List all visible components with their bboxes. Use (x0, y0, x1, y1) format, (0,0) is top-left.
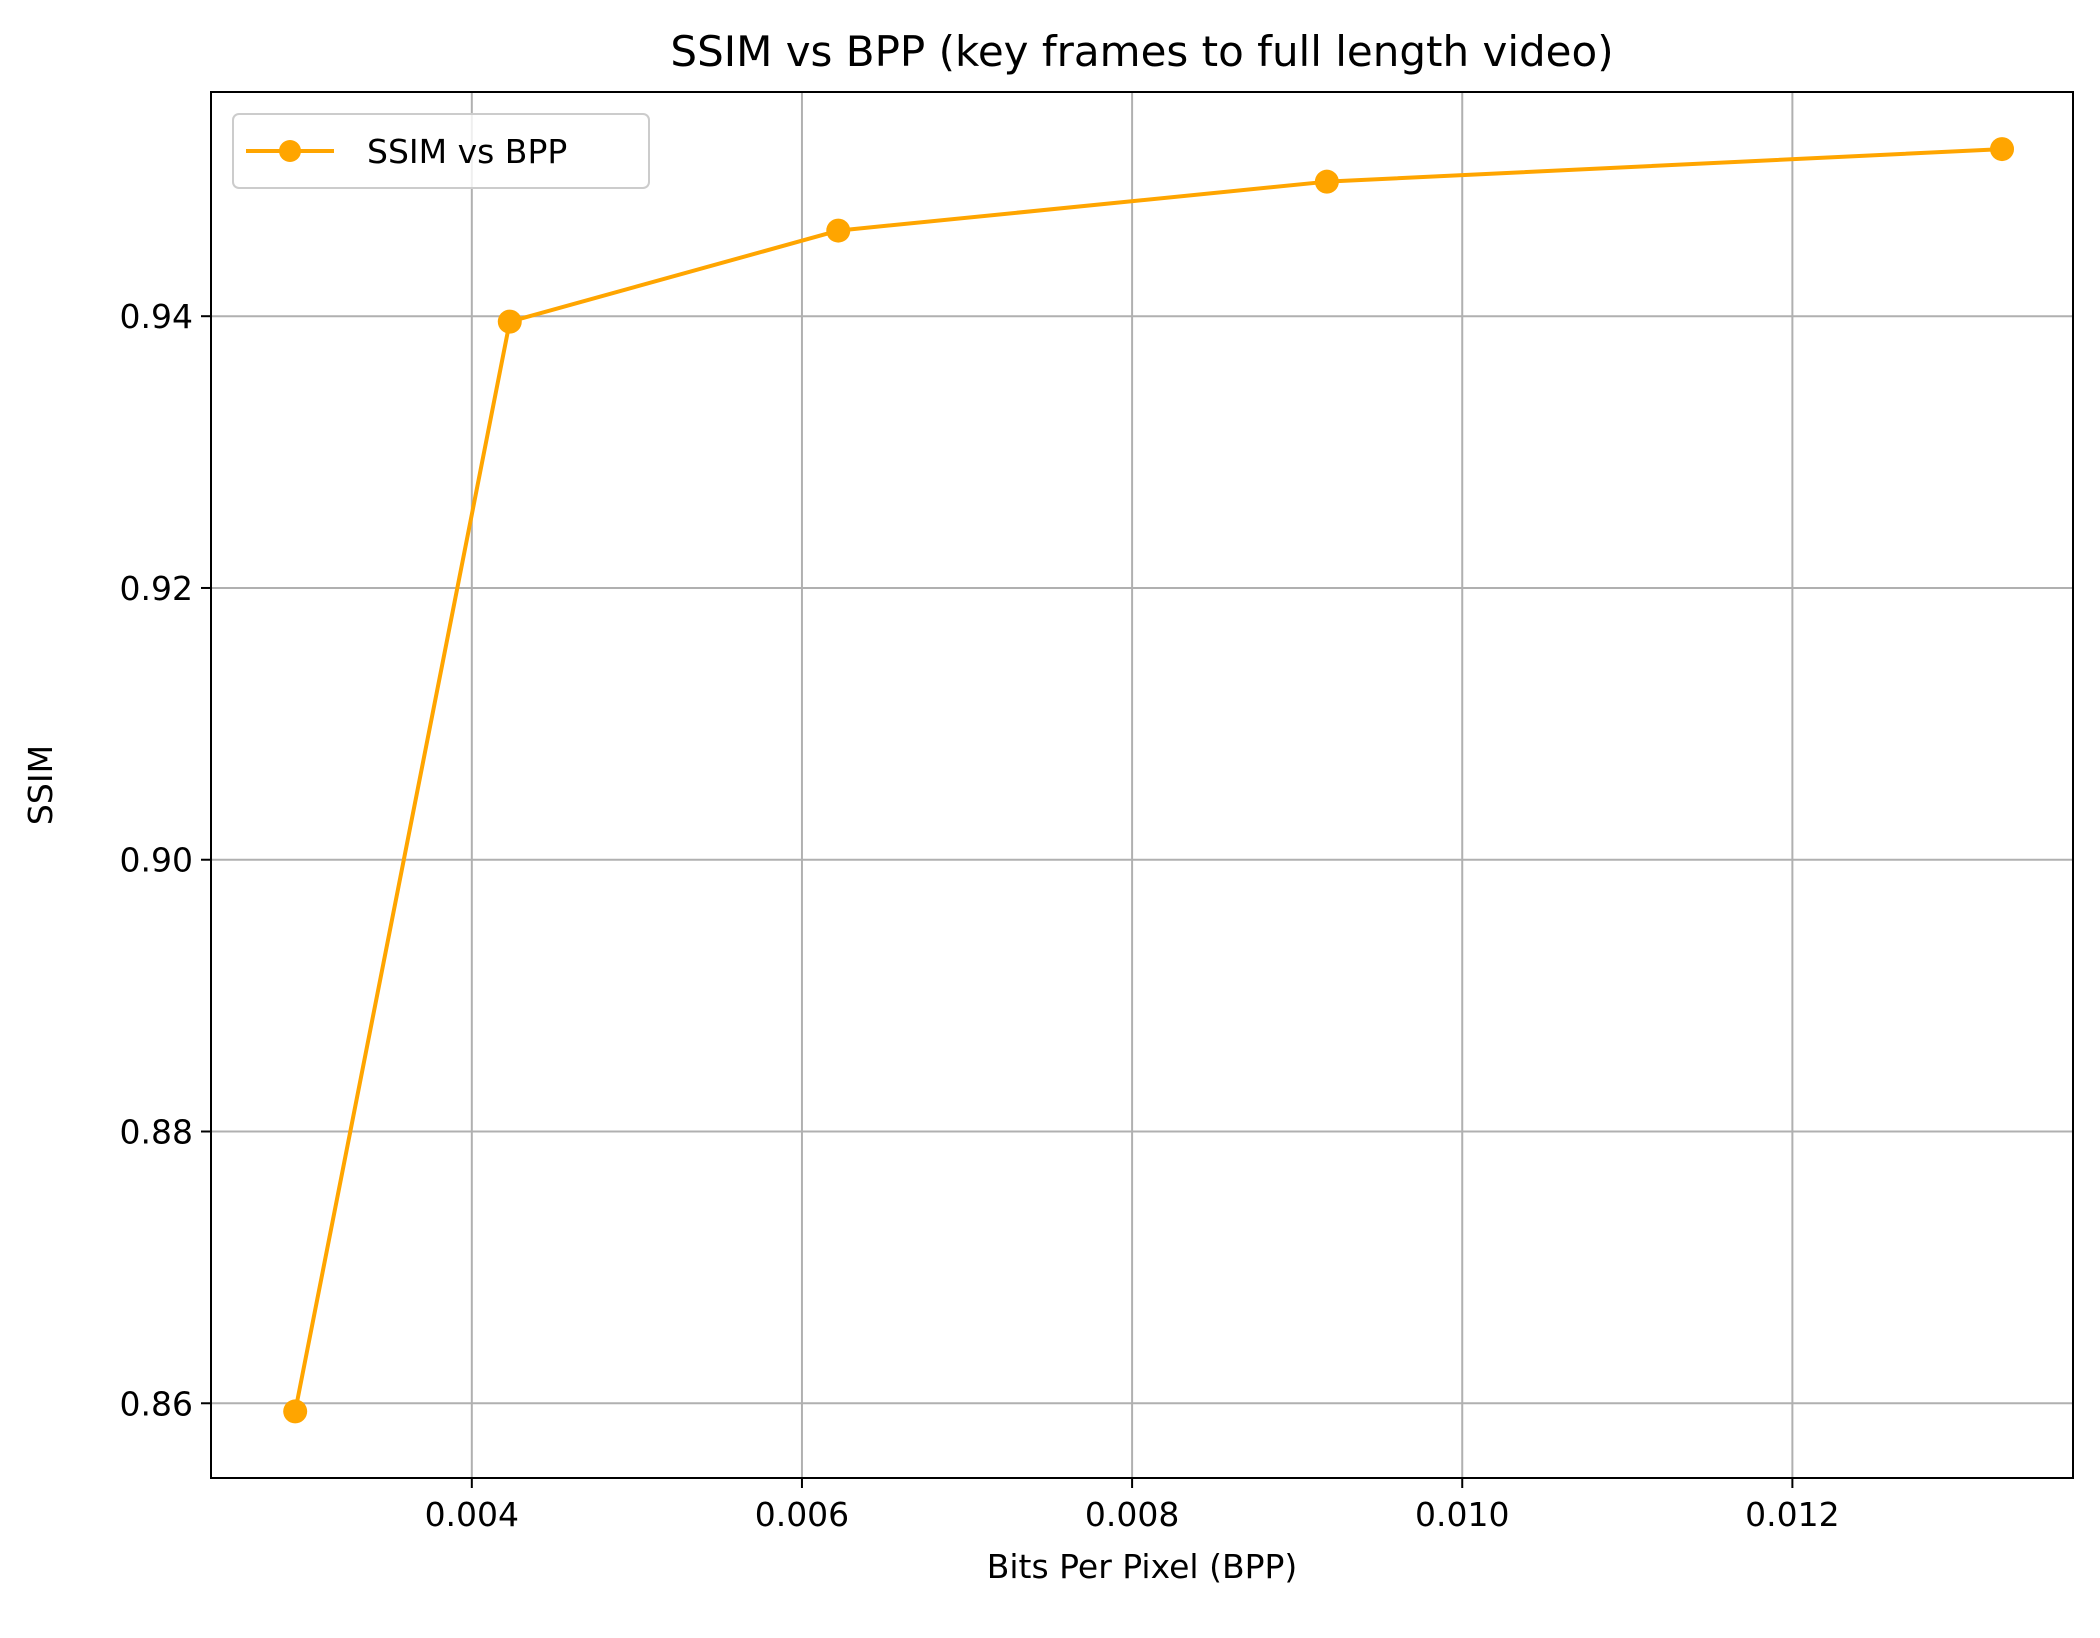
y-tick-label: 0.86 (120, 1384, 193, 1423)
y-tick-label: 0.88 (120, 1113, 193, 1152)
legend-marker (279, 140, 301, 162)
x-tick-label: 0.010 (1415, 1495, 1509, 1534)
legend-box (232, 113, 650, 189)
y-axis-label: SSIM (21, 745, 60, 825)
chart-title: SSIM vs BPP (key frames to full length v… (670, 27, 1613, 76)
axis-ticks: 0.004 0.006 0.008 0.010 0.012 0.86 0.88 0.90 0.9… (120, 297, 1840, 1534)
plot-area (283, 137, 2015, 1424)
x-tick-label: 0.008 (1085, 1495, 1179, 1534)
data-point (1990, 137, 2015, 162)
x-tick-label: 0.012 (1745, 1495, 1839, 1534)
x-tick-label: 0.006 (755, 1495, 849, 1534)
y-tick-label: 0.94 (120, 297, 193, 336)
data-point (497, 309, 522, 334)
y-tick-label: 0.92 (120, 569, 193, 608)
plot-frame (210, 91, 2074, 1479)
y-tick-label: 0.90 (120, 841, 193, 880)
data-point (1314, 169, 1339, 194)
grid (211, 92, 2073, 1478)
x-axis-label: Bits Per Pixel (BPP) (987, 1547, 1298, 1586)
data-point (283, 1399, 308, 1424)
data-point (826, 218, 851, 243)
x-tick-label: 0.004 (425, 1495, 519, 1534)
legend: SSIM vs BPP (232, 113, 650, 189)
legend-label: SSIM vs BPP (367, 132, 567, 171)
